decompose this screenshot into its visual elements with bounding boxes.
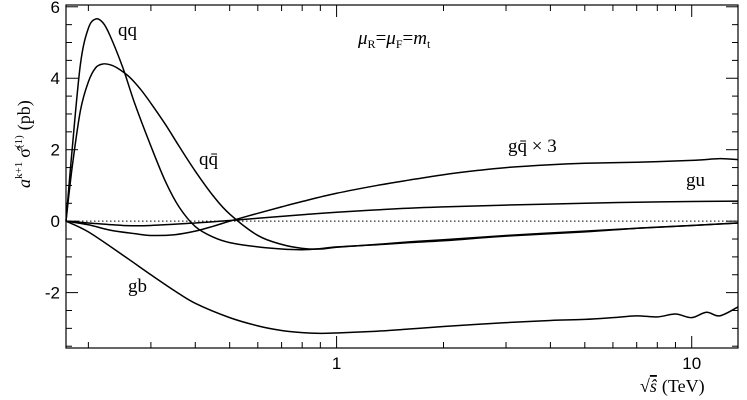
- y-tick-label: 0: [51, 212, 60, 231]
- annotation-t-sub: t: [427, 37, 431, 51]
- y-axis-label: ak+1 σ̂(1) (pb): [13, 100, 35, 188]
- scale-annotation: μR=μF=mt: [357, 28, 431, 51]
- curve-label-gb: gb: [128, 276, 147, 297]
- y-tick-label: 6: [51, 0, 60, 17]
- axis-tick-labels: 1 10 6 4 2 0 -2: [45, 0, 701, 373]
- annotation-mu-r: μ: [357, 28, 368, 49]
- series-line-gu: [65, 200, 739, 227]
- y-label-unit: (pb): [14, 100, 35, 130]
- plot-frame: [65, 4, 739, 349]
- series-line-gb: [65, 220, 739, 335]
- curve-label-qq: qq: [118, 20, 138, 41]
- annotation-m: m: [413, 28, 427, 49]
- curve-label-gu: gu: [686, 170, 706, 191]
- curve-label-qqbar: qq̄: [199, 149, 219, 170]
- y-tick-label: 2: [51, 141, 60, 160]
- annotation-r-sub: R: [368, 37, 376, 51]
- x-tick-label: 1: [332, 354, 341, 373]
- axis-ticks: [66, 5, 738, 348]
- x-label-root: √: [640, 376, 650, 396]
- annotation-eq1: =: [376, 28, 387, 49]
- y-label-sigma: σ̂: [14, 145, 34, 158]
- y-label-a: a: [14, 179, 34, 188]
- y-tick-label: 4: [51, 69, 60, 88]
- x-tick-label: 10: [682, 354, 701, 373]
- y-tick-label: -2: [45, 284, 60, 303]
- annotation-f-sub: F: [396, 37, 403, 51]
- x-label-unit: (TeV): [662, 376, 705, 397]
- x-label-s: ŝ: [650, 376, 658, 396]
- y-label-sigma-sup: (1): [13, 135, 25, 148]
- series-line-qq: [65, 17, 739, 251]
- annotation-eq2: =: [403, 28, 414, 49]
- curve-label-gqbar: gq̄ × 3: [508, 136, 557, 157]
- series-line-qq̄: [65, 63, 739, 250]
- y-label-sup: k+1: [13, 162, 25, 179]
- series-lines: [65, 17, 739, 335]
- x-axis-label: √ŝ (TeV): [640, 376, 705, 397]
- series-line-gq̄ × 3: [65, 157, 739, 237]
- annotation-mu-f: μ: [385, 28, 396, 49]
